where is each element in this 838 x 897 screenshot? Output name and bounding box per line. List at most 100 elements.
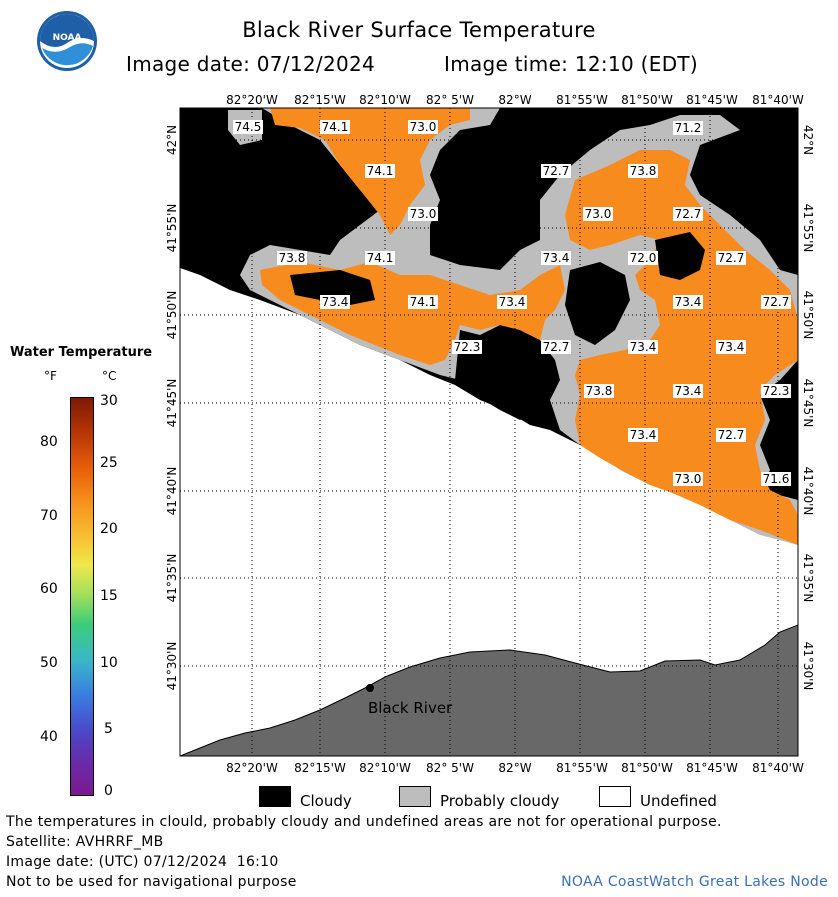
temp-label-bg bbox=[584, 384, 614, 398]
temp-label-bg bbox=[628, 340, 658, 354]
legend-unit-c: °C bbox=[102, 369, 117, 383]
lon-label: 82°10'W bbox=[359, 761, 411, 775]
temp-label-bg bbox=[716, 428, 746, 442]
temp-label-bg bbox=[320, 120, 350, 134]
temp-label-bg bbox=[716, 251, 746, 265]
temp-label-bg bbox=[716, 340, 746, 354]
temp-label-bg bbox=[277, 251, 307, 265]
legend-unit-f: °F bbox=[44, 369, 57, 383]
legend-f-tick: 50 bbox=[40, 655, 58, 671]
legend-c-tick: 15 bbox=[100, 588, 118, 604]
temp-label-bg bbox=[583, 207, 613, 221]
temp-label: 73.8 bbox=[279, 251, 306, 265]
lon-label: 82° 5'W bbox=[426, 761, 474, 775]
legend-f-tick: 80 bbox=[40, 434, 58, 450]
lat-label: 41°55'N bbox=[165, 204, 179, 253]
navigation-warning: Not to be used for navigational purpose bbox=[6, 874, 297, 890]
temp-label: 74.1 bbox=[367, 251, 394, 265]
temp-label-bg bbox=[452, 340, 482, 354]
image-date: Image date: 07/12/2024 bbox=[126, 52, 376, 76]
lat-label: 41°45'N bbox=[165, 379, 179, 428]
temp-label: 73.4 bbox=[630, 340, 657, 354]
undefined-label: Undefined bbox=[640, 792, 717, 810]
temp-label: 73.4 bbox=[675, 295, 702, 309]
temp-label: 73.0 bbox=[675, 472, 702, 486]
legend-c-tick: 5 bbox=[104, 721, 113, 737]
legend-f-tick: 70 bbox=[40, 508, 58, 524]
temp-label: 73.4 bbox=[499, 295, 526, 309]
lon-label: 81°40'W bbox=[752, 93, 804, 107]
temperature-map: 82°20'W 82°15'W 82°10'W 82° 5'W 82°W 81°… bbox=[165, 93, 815, 775]
temp-label: 72.7 bbox=[718, 251, 745, 265]
lon-label: 81°55'W bbox=[556, 761, 608, 775]
temp-label: 73.8 bbox=[630, 164, 657, 178]
legend-c-tick: 20 bbox=[100, 521, 118, 537]
temp-label-bg bbox=[408, 120, 438, 134]
temp-label: 74.1 bbox=[410, 295, 437, 309]
temp-label-bg bbox=[628, 428, 658, 442]
temp-label: 71.6 bbox=[763, 472, 790, 486]
satellite-text: Satellite: AVHRRF_MB bbox=[6, 834, 164, 850]
temp-label: 74.1 bbox=[322, 120, 349, 134]
svg-text:NOAA: NOAA bbox=[53, 33, 82, 43]
temp-label: 72.7 bbox=[543, 164, 570, 178]
lon-label: 81°50'W bbox=[621, 761, 673, 775]
lon-label: 81°55'W bbox=[556, 93, 608, 107]
temp-label-bg bbox=[628, 251, 658, 265]
lat-label: 42°N bbox=[801, 125, 815, 155]
temp-label: 73.4 bbox=[675, 384, 702, 398]
temp-label: 73.0 bbox=[585, 207, 612, 221]
color-scale-bar bbox=[70, 397, 94, 796]
lon-label: 82°10'W bbox=[359, 93, 411, 107]
temp-label-bg bbox=[761, 472, 791, 486]
temp-label: 73.4 bbox=[630, 428, 657, 442]
lon-label: 82° 5'W bbox=[426, 93, 474, 107]
temp-label-bg bbox=[628, 164, 658, 178]
legend-f-tick: 60 bbox=[40, 581, 58, 597]
lon-label: 82°W bbox=[498, 761, 531, 775]
utc-date-text: Image date: (UTC) 07/12/2024 16:10 bbox=[6, 854, 279, 870]
image-time: Image time: 12:10 (EDT) bbox=[444, 52, 699, 76]
temp-label-bg bbox=[761, 295, 791, 309]
cloudy-label: Cloudy bbox=[300, 792, 352, 810]
temp-label-bg bbox=[673, 121, 703, 135]
cloudy-swatch bbox=[259, 786, 291, 807]
temp-label: 72.7 bbox=[718, 428, 745, 442]
lat-label: 41°40'N bbox=[165, 467, 179, 516]
probably-cloudy-swatch bbox=[399, 786, 431, 807]
temp-label: 74.5 bbox=[235, 120, 262, 134]
lat-label: 41°50'N bbox=[165, 291, 179, 340]
temp-label: 73.8 bbox=[586, 384, 613, 398]
black-river-marker bbox=[366, 684, 374, 692]
graticule bbox=[180, 108, 798, 756]
lon-label: 82°15'W bbox=[294, 761, 346, 775]
temp-label-bg bbox=[320, 295, 350, 309]
temp-label-bg bbox=[233, 120, 263, 134]
lon-label: 81°45'W bbox=[686, 93, 738, 107]
lat-label: 41°40'N bbox=[801, 467, 815, 516]
lon-label: 82°15'W bbox=[294, 93, 346, 107]
lon-label: 81°50'W bbox=[621, 93, 673, 107]
temp-label: 73.4 bbox=[718, 340, 745, 354]
lat-label: 41°35'N bbox=[801, 554, 815, 603]
land-area bbox=[180, 624, 798, 756]
temp-label: 72.7 bbox=[675, 207, 702, 221]
lon-label: 82°W bbox=[498, 93, 531, 107]
noaa-logo: NOAA bbox=[36, 10, 98, 72]
temp-label: 73.4 bbox=[322, 295, 349, 309]
temp-label: 73.4 bbox=[543, 251, 570, 265]
temp-label: 71.2 bbox=[675, 121, 702, 135]
page-title: Black River Surface Temperature bbox=[242, 18, 596, 42]
lat-label: 41°30'N bbox=[801, 642, 815, 691]
temp-label-bg bbox=[673, 384, 703, 398]
lat-label: 41°30'N bbox=[165, 642, 179, 691]
lat-label: 41°50'N bbox=[801, 291, 815, 340]
lon-label: 81°45'W bbox=[686, 761, 738, 775]
legend-c-tick: 25 bbox=[100, 455, 118, 471]
temp-label-bg bbox=[673, 207, 703, 221]
lat-label: 41°45'N bbox=[801, 379, 815, 428]
temp-label: 73.0 bbox=[410, 207, 437, 221]
temp-label: 72.7 bbox=[763, 295, 790, 309]
temp-label-bg bbox=[497, 295, 527, 309]
credit-text: NOAA CoastWatch Great Lakes Node bbox=[561, 874, 828, 890]
